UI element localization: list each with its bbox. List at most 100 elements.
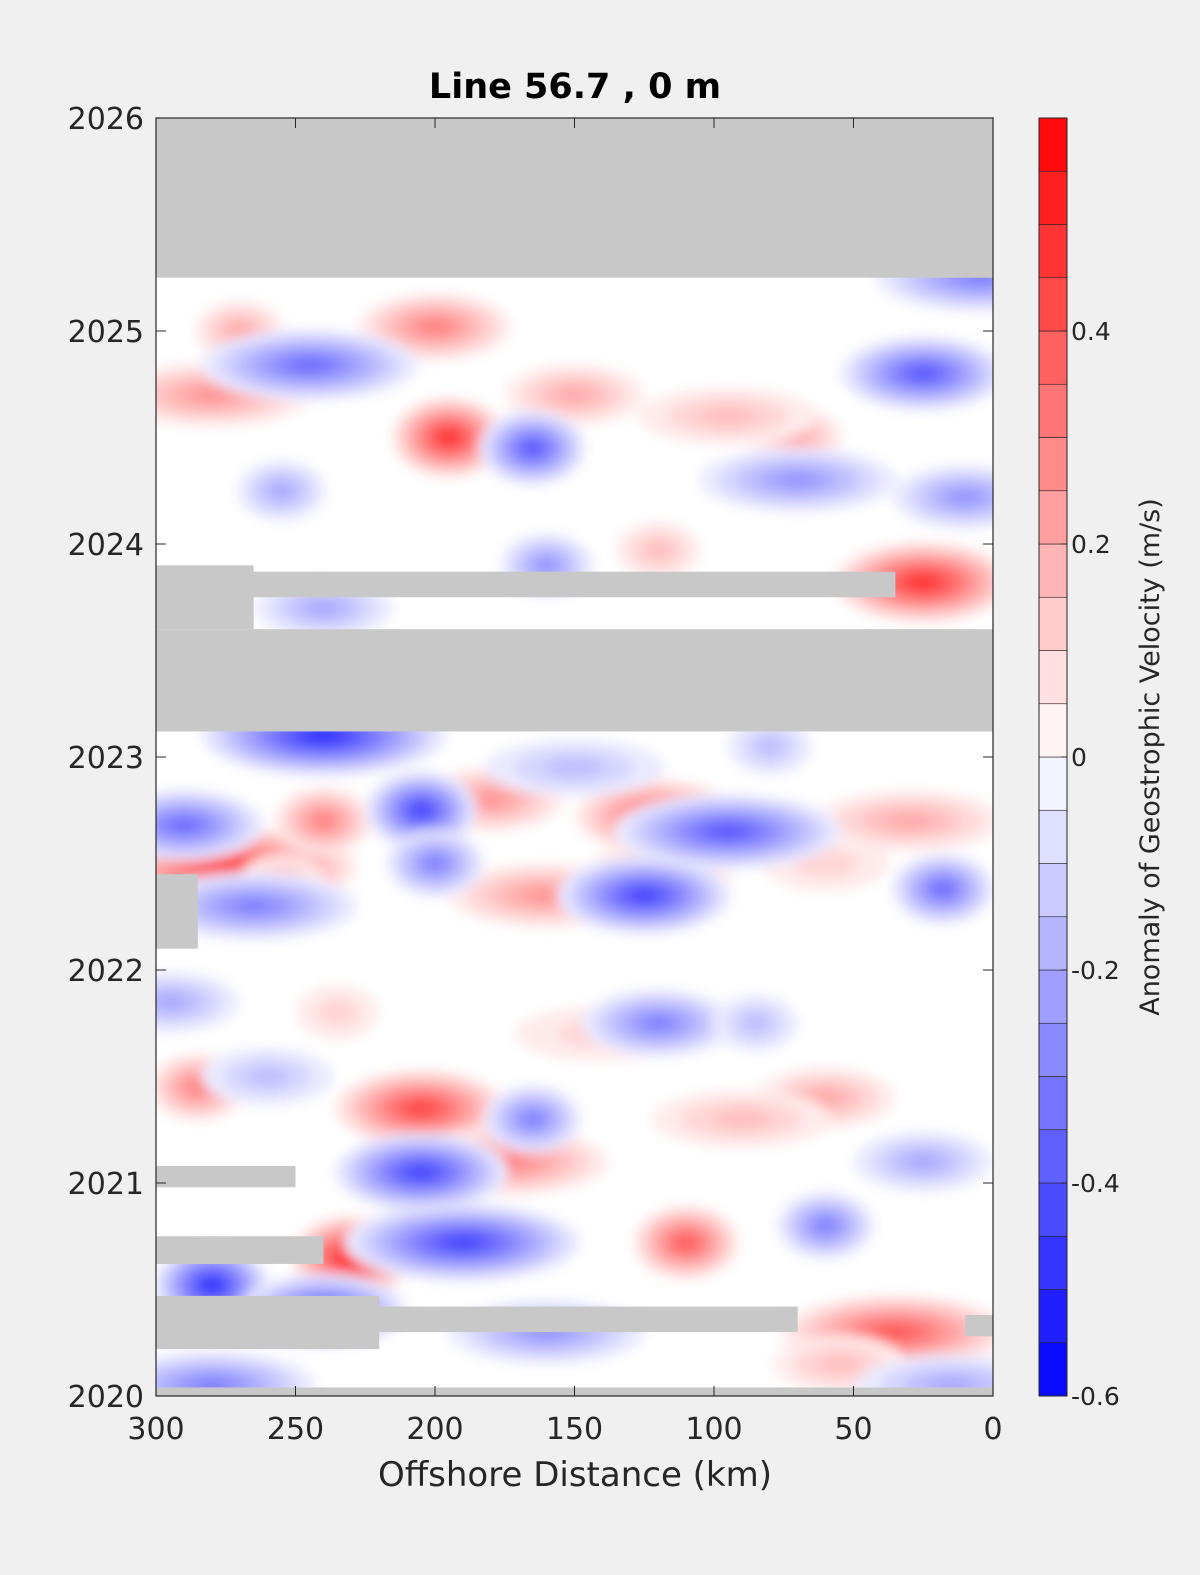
colorbar-ticks: -0.6 -0.4 -0.2 0 0.2 0.4: [1061, 317, 1120, 1411]
anomaly-blob: [614, 794, 842, 870]
anomaly-blob: [713, 994, 799, 1053]
colorbar-tick-label: -0.2: [1071, 956, 1120, 985]
anomaly-level: [156, 994, 188, 1010]
anomaly-level: [713, 826, 743, 837]
x-tick-label: 100: [685, 1412, 742, 1447]
missing-data-band: [965, 1315, 993, 1337]
anomaly-level: [189, 1081, 207, 1093]
colorbar-step: [1038, 330, 1068, 385]
anomaly-blob: [727, 717, 813, 776]
colorbar-step: [1038, 916, 1068, 971]
colorbar-step: [1038, 1289, 1068, 1344]
missing-data-band: [156, 1306, 798, 1333]
colorbar-tick-label: 0.4: [1071, 317, 1111, 346]
x-axis: 300 250 200 150 100 50 0: [127, 118, 1003, 1447]
anomaly-blob: [390, 396, 507, 479]
anomaly-level: [817, 1219, 834, 1232]
anomaly-blob: [200, 329, 419, 401]
y-axis: 2020 2021 2022 2023 2024 2025 2026: [68, 102, 993, 1415]
anomaly-level: [205, 1281, 218, 1290]
anomaly-level: [644, 540, 673, 561]
colorbar-step: [1038, 1076, 1068, 1131]
anomaly-level: [305, 600, 341, 616]
anomaly-level: [411, 1167, 431, 1177]
anomaly-level: [172, 820, 196, 831]
anomaly-level: [914, 578, 933, 587]
anomaly-blob: [274, 786, 373, 855]
anomaly-blob: [776, 1191, 875, 1260]
x-tick-label: 50: [834, 1412, 872, 1447]
anomaly-blob: [365, 771, 477, 850]
anomaly-level: [476, 793, 506, 807]
anomaly-level: [741, 1013, 770, 1033]
anomaly-level: [935, 883, 951, 895]
anomaly-level: [525, 443, 540, 453]
colorbar-step: [1038, 596, 1068, 651]
anomaly-blob: [632, 1205, 740, 1281]
y-tick-label: 2023: [68, 741, 144, 776]
anomaly-level: [449, 1238, 477, 1247]
colorbar-tick-label: 0: [1071, 743, 1087, 772]
colorbar-step: [1038, 863, 1068, 918]
anomaly-blob: [483, 1085, 582, 1154]
anomaly-level: [245, 1066, 290, 1087]
missing-data-layer: [156, 118, 993, 1396]
colorbar-step: [1038, 437, 1068, 492]
anomaly-level: [711, 1109, 772, 1129]
anomaly-blob: [296, 984, 379, 1041]
anomaly-blob: [891, 853, 993, 925]
anomaly-level: [557, 387, 592, 403]
anomaly-level: [679, 1237, 693, 1248]
anomaly-blob: [581, 989, 735, 1058]
anomaly-level: [524, 1113, 541, 1125]
anomaly-level: [537, 558, 556, 572]
x-tick-label: 300: [127, 1412, 184, 1447]
missing-data-band: [156, 874, 198, 949]
y-tick-label: 2024: [68, 528, 144, 563]
anomaly-level: [885, 813, 934, 829]
missing-data-band: [156, 118, 993, 278]
anomaly-blob: [156, 971, 240, 1033]
anomaly-blob: [557, 856, 732, 935]
anomaly-level: [221, 863, 247, 872]
anomaly-level: [422, 321, 448, 333]
colorbar-step: [1038, 490, 1068, 545]
anomaly-blob: [839, 336, 993, 412]
x-tick-label: 250: [267, 1412, 324, 1447]
colorbar-step: [1038, 650, 1068, 705]
colorbar-step: [1038, 1129, 1068, 1184]
anomaly-blob: [832, 541, 993, 624]
colorbar-steps: [1038, 117, 1068, 1397]
y-tick-label: 2020: [68, 1380, 144, 1415]
anomaly-blob: [479, 410, 587, 486]
colorbar-step: [1038, 224, 1068, 279]
anomaly-level: [316, 998, 358, 1027]
anomaly-blob: [615, 521, 701, 580]
anomaly-level: [634, 891, 654, 900]
anomaly-level: [905, 1154, 941, 1170]
anomaly-level: [544, 757, 605, 778]
anomaly-blob: [201, 1047, 334, 1106]
anomaly-level: [881, 1327, 910, 1337]
anomaly-blob: [637, 387, 819, 446]
colorbar-step: [1038, 170, 1068, 225]
colorbar-step: [1038, 969, 1068, 1024]
colorbar-tick-label: -0.4: [1071, 1169, 1120, 1198]
anomaly-blob: [891, 464, 993, 530]
x-axis-label: Offshore Distance (km): [378, 1455, 772, 1495]
y-tick-label: 2026: [68, 102, 144, 137]
chart-title: Line 56.7 , 0 m: [429, 67, 721, 107]
anomaly-blob: [333, 1133, 509, 1212]
anomaly-blob: [236, 460, 327, 522]
anomaly-blob: [698, 447, 898, 513]
anomaly-level: [912, 368, 934, 379]
missing-data-band: [156, 571, 896, 598]
anomaly-level: [293, 359, 326, 371]
anomaly-level: [191, 388, 232, 402]
anomaly-level: [526, 888, 567, 902]
anomaly-level: [777, 473, 818, 487]
colorbar: -0.6 -0.4 -0.2 0 0.2 0.4 Anomaly of Geostroph…: [1038, 117, 1166, 1411]
anomaly-level: [950, 490, 980, 504]
anomaly-blob: [651, 1090, 833, 1149]
